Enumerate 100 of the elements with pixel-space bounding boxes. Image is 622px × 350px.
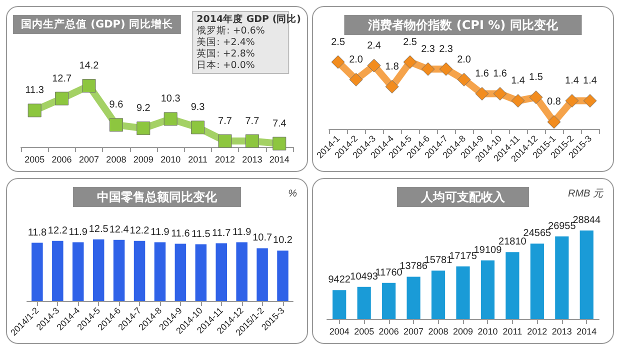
x-tick-label: 2008 bbox=[106, 154, 126, 164]
x-tick-label: 2014 bbox=[576, 326, 597, 336]
bar bbox=[195, 244, 207, 301]
data-label: 12.4 bbox=[109, 224, 130, 236]
data-label: 1.4 bbox=[583, 76, 598, 87]
x-tick-label: 2012 bbox=[214, 154, 236, 164]
point bbox=[421, 62, 435, 76]
x-tick-label: 2011 bbox=[502, 326, 522, 336]
data-label: 2.3 bbox=[421, 44, 436, 55]
point bbox=[136, 122, 150, 136]
data-label: 10.3 bbox=[160, 94, 181, 105]
x-tick-label: 2010 bbox=[478, 326, 498, 336]
data-label: 2.5 bbox=[403, 36, 418, 48]
point bbox=[475, 87, 489, 101]
x-tick-label: 2009 bbox=[133, 154, 154, 164]
bar bbox=[72, 242, 84, 301]
x-tick-label: 2010 bbox=[160, 154, 181, 164]
data-label: 11.9 bbox=[68, 226, 88, 238]
x-tick-label: 2007 bbox=[78, 154, 100, 164]
point bbox=[331, 55, 345, 69]
data-label: 12.5 bbox=[88, 224, 109, 235]
x-tick-label: 2007 bbox=[404, 326, 424, 336]
point bbox=[439, 62, 453, 76]
data-label: 7.4 bbox=[272, 118, 287, 130]
bar bbox=[382, 282, 396, 319]
chart-title: 人均可支配收入 bbox=[420, 190, 506, 204]
data-label: 7.7 bbox=[218, 116, 232, 127]
bar bbox=[32, 242, 43, 301]
x-tick-label: 2011 bbox=[188, 154, 208, 164]
data-label: 10.2 bbox=[273, 235, 293, 246]
data-label: 11.6 bbox=[171, 228, 190, 240]
x-tick-label: 2008 bbox=[428, 326, 448, 336]
y-axis-title: % bbox=[288, 188, 298, 200]
data-label: 11.5 bbox=[192, 228, 211, 240]
point bbox=[367, 58, 381, 72]
point bbox=[385, 80, 399, 94]
point bbox=[272, 136, 286, 150]
x-tick-label: 2005 bbox=[354, 326, 374, 336]
x-tick-label: 2006 bbox=[378, 326, 399, 336]
bar bbox=[154, 242, 166, 301]
data-label: 9.6 bbox=[109, 100, 124, 111]
data-label: 1.8 bbox=[385, 61, 400, 72]
bar bbox=[357, 286, 371, 319]
data-label: 2.3 bbox=[439, 44, 454, 55]
data-label: 12.7 bbox=[52, 73, 72, 84]
y-axis-title: RMB 元 bbox=[568, 188, 604, 200]
data-label: 0.8 bbox=[547, 96, 562, 108]
point bbox=[349, 72, 363, 86]
data-label: 12.2 bbox=[130, 225, 150, 236]
bar bbox=[52, 240, 64, 301]
x-tick-label: 2014 bbox=[269, 154, 290, 164]
bar bbox=[506, 252, 520, 319]
bar bbox=[431, 270, 446, 319]
point bbox=[218, 134, 232, 148]
point bbox=[55, 92, 69, 106]
data-label: 9.2 bbox=[136, 103, 151, 114]
data-label: 11.8 bbox=[28, 227, 47, 238]
data-label: 1.6 bbox=[475, 68, 490, 80]
bar bbox=[216, 243, 228, 301]
bar bbox=[256, 248, 268, 301]
point bbox=[403, 55, 417, 69]
data-label: 1.4 bbox=[511, 76, 526, 87]
point bbox=[245, 134, 259, 148]
data-label: 2.5 bbox=[331, 36, 346, 48]
data-label: 10.7 bbox=[252, 232, 272, 244]
data-label: 2.0 bbox=[349, 54, 364, 66]
bar bbox=[480, 260, 495, 319]
data-label: 11.7 bbox=[212, 228, 232, 239]
bar bbox=[113, 240, 125, 301]
data-label: 1.6 bbox=[493, 68, 508, 80]
x-tick-label: 2004 bbox=[329, 326, 350, 336]
point bbox=[511, 94, 525, 108]
data-label: 1.4 bbox=[565, 76, 580, 87]
data-label: 2.0 bbox=[457, 54, 472, 66]
point bbox=[547, 115, 561, 129]
x-tick-label: 2006 bbox=[52, 154, 72, 164]
point bbox=[493, 87, 507, 101]
text: 英国: +2.8% bbox=[196, 48, 255, 60]
point bbox=[191, 120, 205, 134]
point bbox=[109, 118, 123, 132]
data-label: 2.4 bbox=[367, 40, 382, 52]
x-tick-label: 2013 bbox=[242, 154, 262, 164]
data-label: 10493 bbox=[350, 271, 378, 282]
chart-title: 消费者物价指数 (CPI %) 同比变化 bbox=[367, 18, 559, 32]
chart-title: 中国零售总额同比变化 bbox=[97, 190, 218, 204]
bar bbox=[236, 242, 248, 301]
data-label: 17175 bbox=[449, 250, 478, 262]
bar bbox=[174, 244, 186, 301]
data-label: 14.2 bbox=[79, 60, 100, 72]
x-tick-label: 2012 bbox=[527, 326, 548, 336]
data-label: 1.5 bbox=[529, 72, 544, 84]
data-label: 11.9 bbox=[150, 226, 170, 238]
text: 2014年度 GDP (同比) bbox=[196, 13, 302, 25]
point bbox=[82, 79, 96, 93]
chart-title: 国内生产总值 (GDP) 同比增长 bbox=[21, 18, 174, 30]
point bbox=[28, 104, 42, 118]
data-label: 11.3 bbox=[25, 85, 44, 96]
bar bbox=[277, 250, 288, 301]
data-label: 12.2 bbox=[48, 225, 68, 236]
bar bbox=[332, 290, 346, 319]
